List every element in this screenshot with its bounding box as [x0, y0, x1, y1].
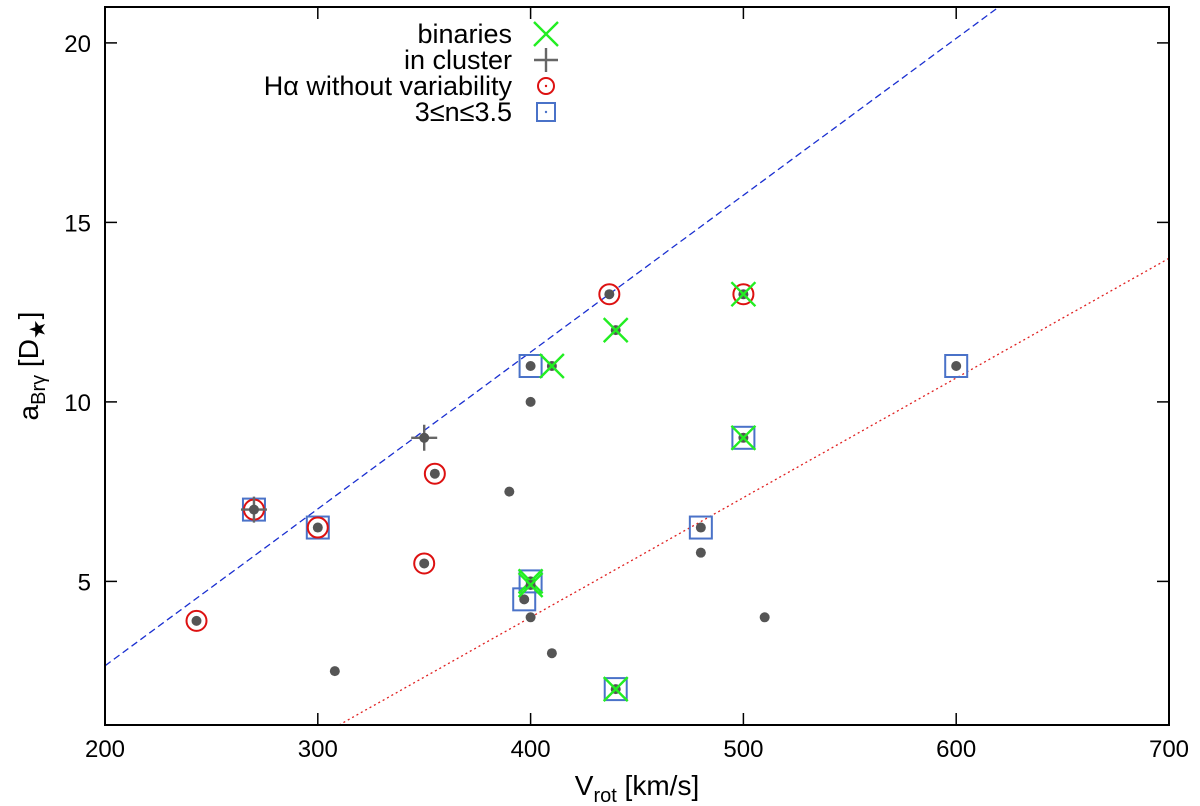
- data-point-12: [525, 612, 536, 623]
- y-tick-label-20: 20: [64, 31, 91, 58]
- data-point-10: [518, 354, 543, 378]
- data-point-24: [759, 612, 770, 623]
- data-point-19: [602, 676, 629, 702]
- axis-ticks: 200 300 400 500 600 700 5 10 15 20: [64, 7, 1189, 763]
- x-tick-label-200: 200: [85, 736, 125, 763]
- legend-item-1: binaries: [417, 19, 559, 49]
- y-tick-label-5: 5: [78, 569, 91, 596]
- data-point-21: [695, 547, 706, 558]
- data-point-22: [730, 281, 757, 308]
- data-point-4: [329, 666, 340, 677]
- x-tick-label-700: 700: [1149, 736, 1189, 763]
- legend-item-2: in cluster: [404, 45, 558, 75]
- plot-frame: [104, 6, 1170, 726]
- data-point-6: [411, 424, 438, 451]
- x-axis-label: Vrot [km/s]: [575, 770, 699, 806]
- data-point-23: [730, 424, 757, 451]
- fit-lines: [104, 6, 1170, 726]
- fit-line-2: [338, 257, 1170, 726]
- legend-label-2: in cluster: [404, 45, 512, 75]
- data-point-5: [413, 552, 436, 575]
- data-point-8: [504, 486, 515, 497]
- data-point-17: [598, 283, 621, 306]
- data-point-15: [539, 353, 565, 379]
- legend-label-3: Hα without variability: [264, 71, 513, 101]
- legend-item-3: Hα without variability: [264, 71, 555, 101]
- data-points: [185, 281, 969, 702]
- x-tick-label-300: 300: [298, 736, 338, 763]
- data-point-20: [688, 515, 713, 540]
- legend-label-4: 3≤n≤3.5: [415, 97, 512, 127]
- data-point-3: [305, 515, 330, 540]
- y-tick-label-15: 15: [64, 210, 91, 237]
- x-tick-label-400: 400: [511, 736, 551, 763]
- x-tick-label-600: 600: [936, 736, 976, 763]
- y-tick-label-10: 10: [64, 390, 91, 417]
- data-point-14: [517, 572, 544, 598]
- legend-item-4: 3≤n≤3.5: [415, 97, 556, 127]
- data-point-18: [602, 317, 629, 343]
- y-axis-label: aBrγ [D★]: [13, 312, 50, 421]
- data-point-25: [944, 354, 969, 378]
- legend-label-1: binaries: [417, 19, 512, 49]
- data-point-16: [546, 648, 557, 659]
- data-point-1: [185, 609, 208, 632]
- data-point-11: [525, 396, 536, 407]
- x-tick-label-500: 500: [723, 736, 763, 763]
- fit-line-1: [104, 6, 1000, 667]
- data-point-2: [240, 496, 267, 523]
- data-point-7: [423, 462, 446, 485]
